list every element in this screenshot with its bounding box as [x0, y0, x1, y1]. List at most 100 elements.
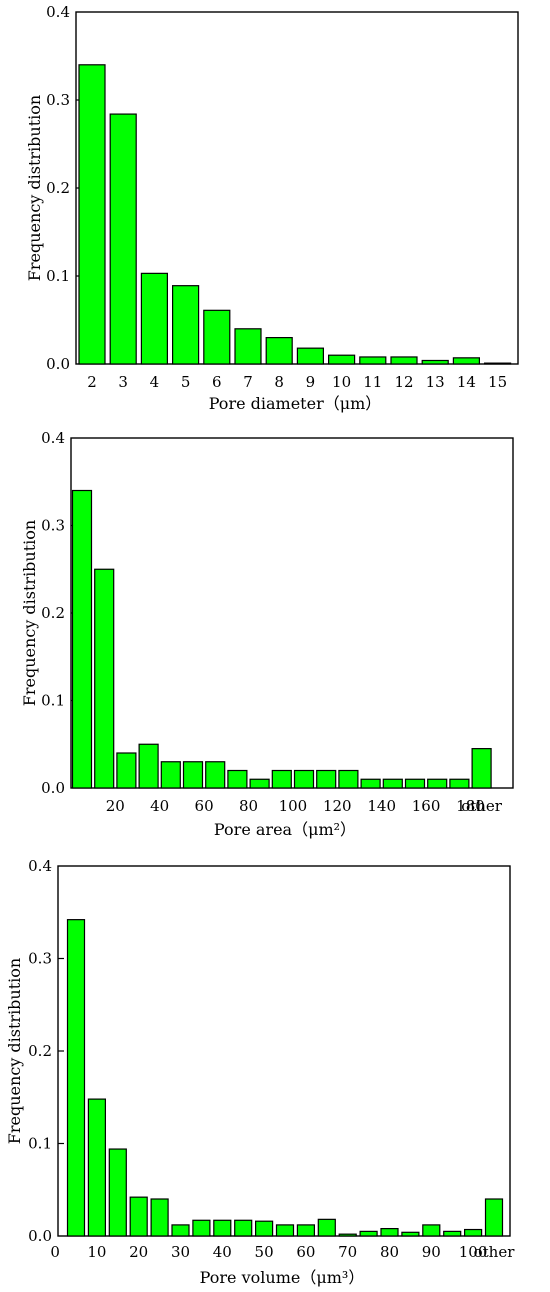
x-tick-label: 9: [306, 373, 316, 391]
x-axis-label: Pore area（μm²）: [214, 820, 356, 839]
bar: [66, 919, 86, 1237]
x-tick-label: 80: [239, 797, 258, 815]
x-tick-label: 8: [274, 373, 284, 391]
chart-pore-diameter: 0.0 0.1 0.2 0.3 0.4 2 3 4 5 6 7 8 9 10 11 12 13 14 15 Fre…: [25, 3, 519, 413]
bar: [109, 113, 137, 365]
x-tick-label: other: [461, 797, 503, 815]
bar: [471, 748, 492, 789]
x-axis-label: Pore volume（μm³）: [200, 1268, 365, 1287]
bar: [192, 1219, 211, 1237]
x-tick-label: 100: [459, 1243, 488, 1261]
bar: [328, 354, 356, 365]
x-tick-label: 14: [457, 373, 476, 391]
bar: [249, 778, 270, 789]
y-tick-label: 0.0: [41, 779, 65, 797]
bar: [360, 778, 381, 789]
x-tick-label: 7: [243, 373, 253, 391]
bar: [316, 769, 337, 789]
bar: [484, 362, 512, 365]
x-tick-label: 50: [255, 1243, 274, 1261]
bar: [203, 309, 231, 365]
x-tick-label: 20: [106, 797, 125, 815]
x-tick-label: 15: [488, 373, 507, 391]
y-tick-label: 0.0: [46, 355, 70, 373]
bar: [138, 743, 159, 789]
x-axis-ticks: 2 3 4 5 6 7 8 9 10 11 12 13 14 15: [87, 373, 507, 391]
x-tick-label: 180: [456, 797, 485, 815]
y-tick-label: 0.3: [46, 91, 70, 109]
x-tick-label: 2: [87, 373, 97, 391]
y-axis-ticks: 0.0 0.1 0.2 0.3 0.4: [41, 429, 77, 797]
y-tick-label: 0.2: [46, 179, 70, 197]
x-tick-label: 100: [279, 797, 308, 815]
x-tick-label: 4: [150, 373, 160, 391]
bar: [160, 761, 181, 789]
x-tick-label: other: [474, 1243, 516, 1261]
bar: [338, 769, 359, 789]
x-tick-label: 13: [426, 373, 445, 391]
x-tick-label: 10: [332, 373, 351, 391]
bar: [382, 778, 403, 789]
y-axis-ticks: 0.0 0.1 0.2 0.3 0.4: [46, 3, 82, 373]
bar: [338, 1233, 357, 1237]
bar: [182, 761, 204, 789]
y-tick-label: 0.1: [46, 267, 70, 285]
bar: [140, 272, 168, 365]
y-tick-label: 0.3: [41, 517, 65, 535]
bar: [275, 1224, 295, 1237]
bar: [422, 1224, 441, 1237]
bar: [78, 64, 106, 365]
x-tick-label: 5: [181, 373, 191, 391]
bar: [296, 347, 324, 365]
bars: [66, 919, 504, 1237]
x-tick-label: 80: [380, 1243, 399, 1261]
bar: [94, 568, 115, 789]
bar: [401, 1231, 420, 1237]
bar: [443, 1230, 462, 1237]
x-tick-label: 0: [50, 1243, 60, 1261]
bar: [296, 1224, 315, 1237]
y-axis-label: Frequency distribution: [20, 520, 39, 706]
plot-frame: [70, 437, 514, 789]
chart-pore-area: 0.0 0.1 0.2 0.3 0.4 20 40 60 80 100 120 140 160 180o…: [20, 429, 514, 839]
bar: [293, 769, 315, 789]
y-tick-label: 0.1: [41, 692, 65, 710]
y-tick-label: 0.0: [28, 1227, 52, 1245]
y-tick-label: 0.2: [28, 1042, 52, 1060]
x-tick-label: 90: [422, 1243, 441, 1261]
x-tick-label: 11: [363, 373, 382, 391]
x-tick-label: 12: [394, 373, 413, 391]
bar: [255, 1220, 274, 1237]
bar: [87, 1098, 107, 1237]
bar: [427, 778, 448, 789]
y-tick-label: 0.4: [46, 3, 70, 21]
bar: [234, 1219, 253, 1237]
x-tick-label: 20: [129, 1243, 148, 1261]
bar: [359, 1230, 378, 1237]
bar: [421, 359, 449, 365]
bar: [234, 328, 262, 365]
y-tick-label: 0.2: [41, 604, 65, 622]
y-tick-label: 0.4: [28, 857, 52, 875]
bars: [78, 64, 512, 365]
bar: [171, 1224, 190, 1237]
x-tick-label: 3: [118, 373, 128, 391]
y-tick-label: 0.3: [28, 950, 52, 968]
bar: [205, 761, 226, 789]
x-tick-label: 6: [212, 373, 222, 391]
bar: [71, 489, 93, 789]
x-tick-label: 10: [87, 1243, 106, 1261]
bar: [452, 357, 480, 365]
bar: [380, 1227, 399, 1237]
bar: [390, 356, 418, 365]
bar: [404, 778, 426, 789]
x-tick-label: 60: [296, 1243, 315, 1261]
bar: [317, 1218, 336, 1237]
y-axis-label: Frequency distribution: [5, 958, 24, 1144]
bar: [150, 1198, 169, 1237]
bar: [271, 769, 292, 789]
bars: [71, 489, 492, 789]
bar: [227, 769, 248, 789]
